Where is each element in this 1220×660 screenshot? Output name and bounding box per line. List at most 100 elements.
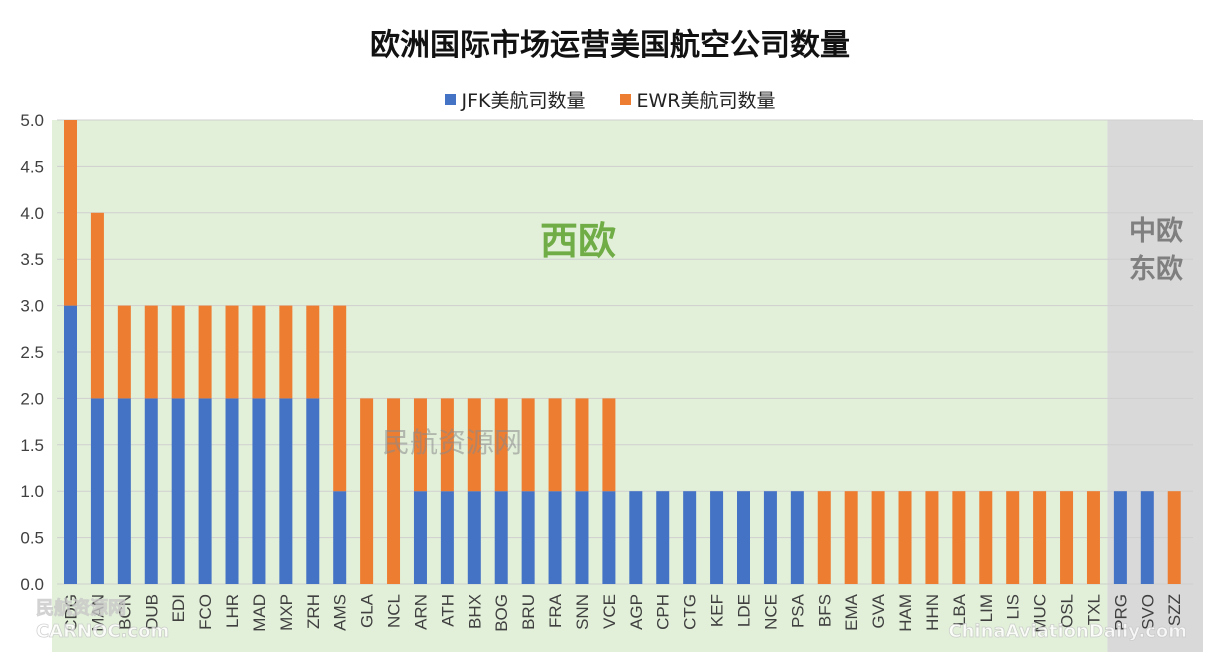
- x-tick-label: BHX: [465, 594, 484, 629]
- region-label-central-eastern-europe-line: 中欧: [1129, 216, 1183, 247]
- x-tick-label: EMA: [842, 593, 861, 631]
- bar-jfk-DUB: [144, 398, 158, 584]
- x-tick-label: OSL: [1058, 594, 1077, 628]
- bar-jfk-KEF: [710, 491, 724, 584]
- bar-ewr-CDG: [64, 120, 77, 306]
- watermark-center: 民航资源网: [382, 426, 522, 459]
- bar-ewr-BRU: [521, 398, 535, 492]
- bar-jfk-SNN: [575, 491, 589, 584]
- x-tick-label: LIS: [1004, 594, 1023, 620]
- x-tick-label: PSA: [788, 593, 807, 628]
- bar-jfk-PRG: [1113, 491, 1127, 584]
- legend-swatch-jfk: [444, 94, 456, 105]
- bar-ewr-MAD: [252, 305, 266, 399]
- bar-jfk-CDG: [64, 305, 77, 584]
- bar-jfk-PSA: [790, 491, 804, 584]
- region-label-western-europe: 西欧: [540, 219, 616, 263]
- x-tick-label: BCN: [115, 594, 134, 630]
- bar-ewr-LIM: [979, 491, 993, 584]
- bar-ewr-MXP: [279, 305, 293, 399]
- bar-ewr-FCO: [198, 305, 212, 399]
- bar-ewr-SZZ: [1167, 491, 1181, 584]
- x-tick-label: GVA: [869, 593, 888, 628]
- bar-jfk-LDE: [737, 491, 750, 584]
- x-tick-label: ARN: [411, 594, 430, 630]
- bar-ewr-VCE: [602, 398, 616, 492]
- bar-jfk-BCN: [117, 398, 131, 584]
- region-label-central-eastern-europe-line: 东欧: [1129, 253, 1183, 285]
- x-tick-label: MAD: [250, 594, 269, 632]
- x-tick-label: NCE: [761, 594, 780, 630]
- legend-label-ewr: EWR美航司数量: [636, 90, 776, 112]
- bar-ewr-LBA: [952, 491, 966, 584]
- bar-ewr-NCL: [387, 398, 401, 584]
- x-tick-label: FCO: [196, 594, 215, 630]
- bar-jfk-ZRH: [306, 398, 320, 584]
- bar-jfk-MAD: [252, 398, 266, 584]
- bar-ewr-MAN: [90, 212, 104, 399]
- bar-ewr-BHX: [467, 398, 481, 492]
- bar-jfk-VCE: [602, 491, 616, 584]
- x-tick-label: EDI: [169, 594, 188, 622]
- bar-ewr-HHN: [925, 491, 939, 584]
- y-tick-label: 2.5: [20, 343, 44, 362]
- bar-ewr-ZRH: [306, 305, 320, 399]
- bar-ewr-TXL: [1086, 491, 1100, 584]
- y-tick-label: 1.5: [20, 436, 44, 455]
- bar-jfk-MAN: [90, 398, 104, 584]
- bar-ewr-BOG: [494, 398, 508, 492]
- y-tick-label: 4.0: [20, 204, 44, 223]
- x-tick-label: PRG: [1111, 594, 1130, 631]
- bar-jfk-AMS: [333, 491, 347, 584]
- bar-ewr-SNN: [575, 398, 589, 492]
- x-tick-label: HHN: [923, 594, 942, 631]
- y-tick-label: 4.5: [20, 157, 44, 176]
- y-tick-label: 1.0: [20, 482, 44, 501]
- bar-jfk-NCE: [763, 491, 777, 584]
- x-tick-label: KEF: [708, 594, 727, 627]
- bar-jfk-FCO: [198, 398, 212, 584]
- bar-ewr-GLA: [360, 398, 374, 584]
- x-tick-label: SNN: [573, 594, 592, 630]
- bar-jfk-BOG: [494, 491, 508, 584]
- x-tick-label: ZRH: [304, 594, 323, 629]
- x-tick-label: NCL: [385, 594, 404, 628]
- legend-item-jfk: JFK美航司数量: [444, 86, 586, 113]
- legend: JFK美航司数量 EWR美航司数量: [0, 86, 1220, 113]
- x-tick-label: SZZ: [1165, 594, 1184, 626]
- x-tick-label: CPH: [654, 594, 673, 630]
- bar-jfk-CPH: [656, 491, 670, 584]
- bar-ewr-DUB: [144, 305, 158, 399]
- bar-jfk-SVO: [1140, 491, 1154, 584]
- bar-ewr-ATH: [440, 398, 454, 492]
- bar-ewr-BFS: [817, 491, 831, 584]
- bar-jfk-FRA: [548, 491, 562, 584]
- y-tick-label: 3.0: [20, 297, 44, 316]
- bar-ewr-EMA: [844, 491, 858, 584]
- x-tick-label: BFS: [815, 594, 834, 627]
- y-tick-label: 5.0: [20, 111, 44, 130]
- bar-jfk-BRU: [521, 491, 535, 584]
- bar-ewr-BCN: [117, 305, 131, 399]
- y-tick-label: 3.5: [20, 250, 44, 269]
- legend-label-jfk: JFK美航司数量: [461, 90, 586, 112]
- bar-jfk-LHR: [225, 398, 239, 584]
- x-tick-label: HAM: [896, 594, 915, 632]
- x-tick-label: LIM: [977, 594, 996, 622]
- legend-swatch-ewr: [619, 94, 631, 105]
- bar-ewr-OSL: [1060, 491, 1074, 584]
- x-tick-label: CTG: [681, 594, 700, 630]
- x-tick-label: AMS: [331, 594, 350, 631]
- bar-ewr-LIS: [1006, 491, 1020, 584]
- x-tick-label: TXL: [1084, 594, 1103, 625]
- x-tick-label: MUC: [1031, 594, 1050, 633]
- x-tick-label: GLA: [358, 593, 377, 628]
- x-tick-label: SVO: [1138, 594, 1157, 630]
- bar-jfk-ATH: [440, 491, 454, 584]
- x-tick-label: ATH: [438, 594, 457, 627]
- x-tick-label: CDG: [62, 594, 81, 632]
- y-tick-label: 0.0: [20, 575, 44, 594]
- x-tick-label: BRU: [519, 594, 538, 630]
- bar-ewr-EDI: [171, 305, 185, 399]
